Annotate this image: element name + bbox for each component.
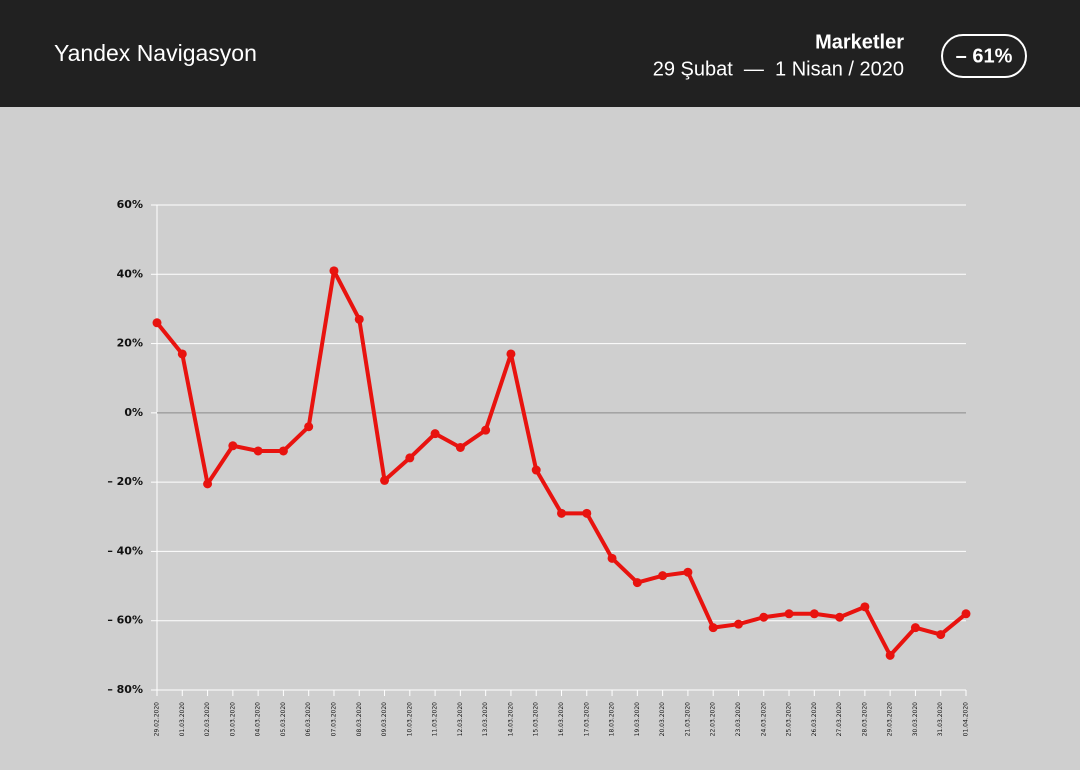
data-point xyxy=(860,602,870,612)
x-tick-label: 21.03.2020 xyxy=(684,702,691,737)
data-point xyxy=(481,425,491,435)
x-tick-label: 22.03.2020 xyxy=(710,702,717,737)
x-tick-label: 01.03.2020 xyxy=(179,702,186,737)
chart-title: Marketler xyxy=(815,31,904,53)
data-point xyxy=(885,650,895,660)
data-point xyxy=(759,612,769,622)
x-tick-label: 24.03.2020 xyxy=(760,702,767,737)
data-point xyxy=(835,612,845,622)
x-tick-label: 19.03.2020 xyxy=(634,702,641,737)
data-point xyxy=(683,567,693,577)
data-point xyxy=(658,571,668,581)
x-tick-label: 29.02.2020 xyxy=(154,702,161,737)
data-point xyxy=(430,429,440,439)
data-point xyxy=(177,349,187,359)
data-point xyxy=(910,623,920,633)
x-tick-label: 26.03.2020 xyxy=(811,702,818,737)
data-point xyxy=(607,553,617,563)
x-tick-label: 03.03.2020 xyxy=(229,702,236,737)
x-tick-label: 04.03.2020 xyxy=(255,702,262,737)
data-point xyxy=(557,508,566,518)
change-badge: – 61% xyxy=(956,45,1013,67)
x-tick-label: 13.03.2020 xyxy=(482,702,489,737)
data-point xyxy=(936,630,946,640)
data-point xyxy=(253,446,263,456)
x-tick-label: 29.03.2020 xyxy=(887,702,894,737)
data-point xyxy=(405,453,415,463)
x-tick-label: 02.03.2020 xyxy=(204,702,211,737)
x-tick-label: 11.03.2020 xyxy=(432,702,439,737)
x-tick-label: 28.03.2020 xyxy=(861,702,868,737)
x-tick-label: 31.03.2020 xyxy=(937,702,944,737)
x-tick-label: 07.03.2020 xyxy=(330,702,337,737)
x-tick-label: 05.03.2020 xyxy=(280,702,287,737)
x-tick-label: 18.03.2020 xyxy=(609,702,616,737)
badge-outline xyxy=(941,34,1027,78)
y-tick-label: – 60% xyxy=(107,614,143,627)
data-point xyxy=(531,465,541,475)
chart-subtitle: 29 Şubat — 1 Nisan / 2020 xyxy=(653,58,904,80)
data-point xyxy=(961,609,971,619)
data-point xyxy=(354,314,364,324)
x-tick-label: 01.04.2020 xyxy=(963,702,970,737)
data-point xyxy=(152,318,162,328)
data-point xyxy=(304,422,314,432)
x-tick-label: 14.03.2020 xyxy=(507,702,514,737)
x-tick-label: 27.03.2020 xyxy=(836,702,843,737)
y-tick-label: – 80% xyxy=(107,683,143,696)
y-tick-label: 20% xyxy=(117,337,143,350)
data-point xyxy=(203,479,213,489)
data-point xyxy=(506,349,516,359)
x-tick-label: 15.03.2020 xyxy=(533,702,540,737)
x-tick-label: 12.03.2020 xyxy=(457,702,464,737)
x-tick-label: 09.03.2020 xyxy=(381,702,388,737)
x-tick-label: 08.03.2020 xyxy=(356,702,363,737)
y-tick-label: – 20% xyxy=(107,475,143,488)
x-tick-label: 20.03.2020 xyxy=(659,702,666,737)
x-tick-label: 10.03.2020 xyxy=(406,702,413,737)
data-point xyxy=(708,623,718,633)
x-tick-label: 16.03.2020 xyxy=(558,702,565,737)
x-tick-label: 17.03.2020 xyxy=(583,702,590,737)
y-tick-label: 60% xyxy=(117,198,143,211)
x-tick-label: 25.03.2020 xyxy=(786,702,793,737)
data-point xyxy=(329,266,339,276)
data-point xyxy=(380,475,390,485)
data-point xyxy=(455,443,465,452)
x-tick-label: 23.03.2020 xyxy=(735,702,742,737)
data-point xyxy=(228,441,238,451)
data-point xyxy=(278,446,288,456)
x-tick-label: 30.03.2020 xyxy=(912,702,919,737)
y-tick-label: 40% xyxy=(117,267,143,280)
y-tick-label: 0% xyxy=(124,406,143,419)
data-point xyxy=(809,609,819,619)
brand: Yandex Navigasyon xyxy=(54,40,257,66)
data-point xyxy=(582,508,592,518)
y-tick-label: – 40% xyxy=(107,544,143,557)
x-tick-label: 06.03.2020 xyxy=(305,702,312,737)
data-point xyxy=(733,619,743,629)
data-point xyxy=(784,609,794,619)
header-bar xyxy=(0,0,1080,107)
data-point xyxy=(632,578,642,588)
